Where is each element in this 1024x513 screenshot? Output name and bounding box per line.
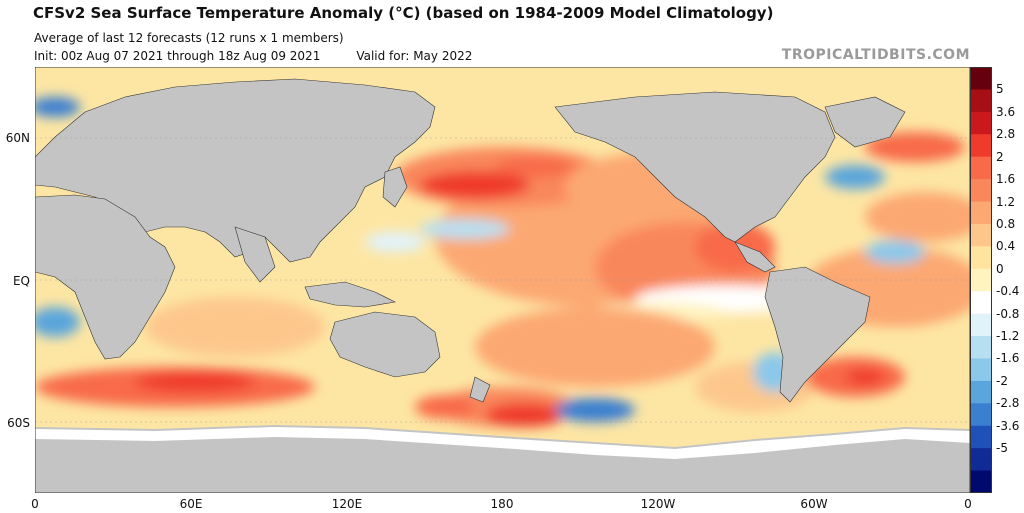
colorbar xyxy=(970,67,992,493)
lon-label-0-end: 0 xyxy=(964,497,972,511)
colorbar-tick-label: -1.2 xyxy=(996,329,1020,344)
forecast-average-note: Average of last 12 forecasts (12 runs x … xyxy=(34,31,344,45)
map-canvas xyxy=(35,67,970,493)
colorbar-tick-label: 2 xyxy=(996,149,1004,164)
colorbar-swatch xyxy=(970,179,992,203)
colorbar-tick-label: -2.8 xyxy=(996,396,1020,411)
colorbar-swatch xyxy=(970,448,992,472)
greenland-land xyxy=(824,96,906,148)
colorbar-swatch xyxy=(970,425,992,449)
colorbar-swatch xyxy=(970,268,992,292)
colorbar-tick-label: -0.8 xyxy=(996,306,1020,321)
lon-label-60w: 60W xyxy=(800,497,828,511)
new-zealand-land xyxy=(469,376,491,403)
india-land xyxy=(234,226,276,283)
lon-label-60e: 60E xyxy=(179,497,203,511)
colorbar-tick-label: 2.8 xyxy=(996,127,1016,142)
colorbar-tick-label: -2 xyxy=(996,373,1008,388)
lon-label-180: 180 xyxy=(490,497,514,511)
landmasses xyxy=(35,78,906,403)
brand-watermark: TROPICALTIDBITS.COM xyxy=(781,47,970,63)
south-america-land xyxy=(764,266,871,403)
graticule xyxy=(35,137,970,423)
colorbar-swatch xyxy=(970,403,992,427)
forecast-dates: Init: 00z Aug 07 2021 through 18z Aug 09… xyxy=(34,49,472,63)
colorbar-frame xyxy=(970,67,992,493)
colorbar-swatch xyxy=(970,358,992,382)
colorbar-swatch xyxy=(970,313,992,337)
colorbar-tick-label: 3.6 xyxy=(996,104,1016,119)
colorbar-swatch xyxy=(970,111,992,135)
australia-land xyxy=(329,311,441,378)
colorbar-tick-label: 1.2 xyxy=(996,194,1016,209)
colorbar-tick-label: 0 xyxy=(996,261,1004,276)
colorbar-tick-label: 1.6 xyxy=(996,172,1016,187)
lat-label-60s: 60S xyxy=(7,416,30,430)
colorbar-swatch xyxy=(970,134,992,158)
central-america-land xyxy=(734,241,776,273)
africa-land xyxy=(35,194,176,360)
colorbar-swatch xyxy=(970,223,992,247)
colorbar-swatch xyxy=(970,201,992,225)
lat-label-60n: 60N xyxy=(5,131,30,145)
colorbar-tick-label: 0.8 xyxy=(996,216,1016,231)
lon-label-0: 0 xyxy=(31,497,39,511)
colorbar-swatch xyxy=(970,156,992,180)
colorbar-swatch xyxy=(970,336,992,360)
antarctica-land xyxy=(35,425,970,493)
colorbar-swatch xyxy=(970,380,992,404)
colorbar-tick-label: -0.4 xyxy=(996,284,1020,299)
colorbar-tick-label: -1.6 xyxy=(996,351,1020,366)
colorbar-swatch xyxy=(970,89,992,113)
colorbar-swatch xyxy=(970,67,992,91)
map-title: CFSv2 Sea Surface Temperature Anomaly (°… xyxy=(33,4,774,22)
colorbar-tick-label: -3.6 xyxy=(996,418,1020,433)
sst-anomaly-map xyxy=(35,67,970,493)
colorbar-swatch xyxy=(970,246,992,270)
valid-time: Valid for: May 2022 xyxy=(356,49,473,63)
lon-label-120w: 120W xyxy=(640,497,676,511)
maritime-continent-land xyxy=(304,281,396,308)
colorbar-tick-label: -5 xyxy=(996,441,1008,456)
colorbar-swatch xyxy=(970,470,992,493)
lon-label-120e: 120E xyxy=(331,497,363,511)
sea-ice xyxy=(35,427,970,459)
japan-land xyxy=(382,166,408,208)
colorbar-swatch xyxy=(970,291,992,315)
colorbar-tick-label: 0.4 xyxy=(996,239,1016,254)
north-america-land xyxy=(554,91,836,243)
lat-label-eq: EQ xyxy=(12,274,30,288)
colorbar-tick-label: 5 xyxy=(996,82,1004,97)
init-time: Init: 00z Aug 07 2021 through 18z Aug 09… xyxy=(34,49,321,63)
